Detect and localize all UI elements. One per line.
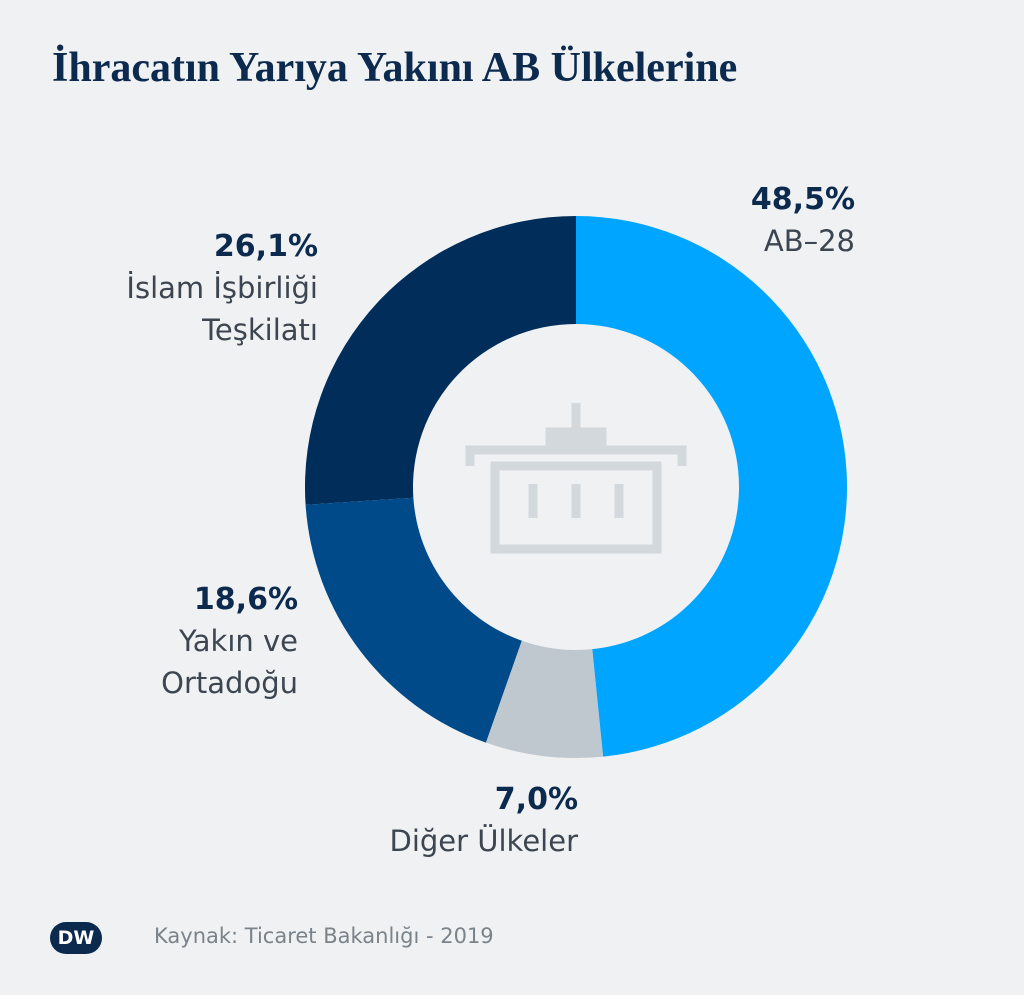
category-label: İslam İşbirliği Teşkilatı [126,271,318,347]
donut-slice [304,216,576,505]
slice-label: 18,6% Yakın ve Ortadoğu [123,580,298,704]
value-label: 18,6% [193,582,298,617]
value-label: 7,0% [494,782,578,817]
slice-label: 48,5% AB–28 [655,180,855,262]
center-icon [465,403,687,554]
slice-label: 7,0% Diğer Ülkeler [278,780,579,862]
value-label: 48,5% [750,182,855,217]
category-label: AB–28 [763,224,855,258]
category-label: Yakın ve Ortadoğu [161,624,298,700]
logo: DW [50,922,102,954]
value-label: 26,1% [213,229,318,264]
category-label: Diğer Ülkeler [389,824,579,858]
donut-slice [305,497,522,743]
donut-slice [485,640,604,758]
slice-label: 26,1% İslam İşbirliği Teşkilatı [78,227,318,351]
chart-title: İhracatın Yarıya Yakını AB Ülkelerine [52,45,738,91]
source: Kaynak: Ticaret Bakanlığı - 2019 [154,924,494,948]
donut-slice [576,216,847,757]
